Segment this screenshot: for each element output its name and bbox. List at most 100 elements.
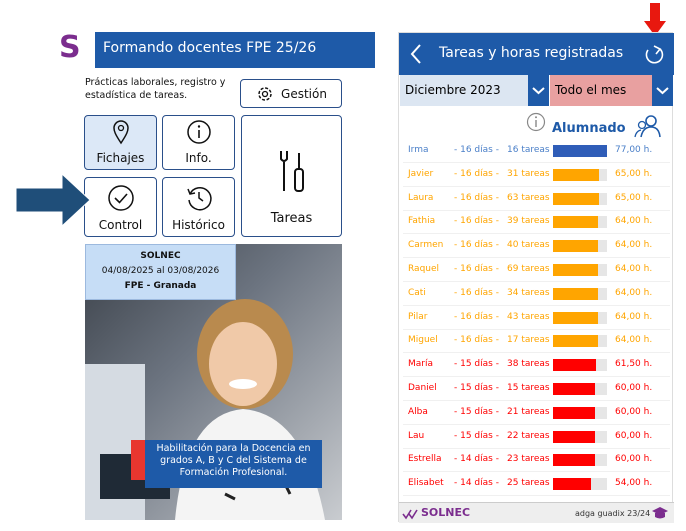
tareas-button[interactable]: Tareas [241, 115, 342, 237]
student-tasks: 23 tareas [507, 454, 550, 465]
period-dropdown[interactable]: Todo el mes [550, 75, 652, 106]
student-tasks: 25 tareas [507, 478, 550, 489]
control-label: Control [98, 218, 143, 232]
student-name: Alba [408, 406, 428, 417]
hours-bar [553, 383, 596, 395]
hours-label: 64,00 h. [615, 335, 653, 346]
red-arrow [644, 3, 666, 36]
student-tasks: 22 tareas [507, 430, 550, 441]
period-chevron[interactable] [652, 75, 673, 106]
student-days: - 16 días - [454, 264, 499, 274]
student-days: - 15 días - [454, 359, 499, 370]
hours-label: 61,50 h. [615, 359, 653, 370]
right-screen: Tareas y horas registradas Diciembre 202… [398, 32, 674, 523]
gestion-button[interactable]: Gestión [240, 79, 342, 108]
refresh-icon[interactable] [642, 43, 666, 67]
hours-bar [553, 240, 598, 253]
fichajes-button[interactable]: Fichajes [84, 115, 157, 170]
student-name: Fathia [408, 216, 436, 227]
student-days: - 14 días - [454, 478, 499, 489]
row-divider [403, 209, 670, 211]
hours-bar [553, 287, 598, 300]
student-name: Cati [408, 287, 426, 298]
card-place: FPE - Granada [124, 281, 197, 291]
student-tasks: 43 tareas [507, 311, 550, 322]
hours-bar [553, 311, 598, 324]
historico-label: Histórico [172, 218, 225, 232]
row-divider [403, 328, 670, 330]
hours-bar [553, 335, 598, 348]
hours-label: 60,00 h. [615, 383, 653, 393]
caption: Habilitación para la Docencia en grados … [145, 440, 322, 488]
student-days: - 16 días - [454, 287, 499, 298]
student-days: - 15 días - [454, 383, 499, 393]
student-name: María [408, 359, 433, 370]
hours-label: 64,00 h. [615, 311, 653, 322]
hours-bar [553, 168, 599, 181]
student-name: Miguel [408, 335, 438, 346]
student-tasks: 31 tareas [507, 168, 550, 179]
student-name: Elisabet [408, 478, 444, 489]
fichajes-label: Fichajes [96, 151, 145, 165]
hours-label: 64,00 h. [615, 216, 653, 227]
student-name: Raquel [408, 264, 440, 274]
student-name: Javier [408, 168, 434, 179]
student-days: - 16 días - [454, 192, 499, 203]
student-name: Pilar [408, 311, 428, 322]
hours-label: 60,00 h. [615, 430, 653, 441]
student-tasks: 16 tareas [507, 145, 550, 155]
info-card: SOLNEC 04/08/2025 al 03/08/2026 FPE - Gr… [85, 244, 236, 300]
month-chevron[interactable] [528, 75, 549, 106]
row-divider [403, 281, 670, 282]
footer: SOLNEC adga guadix 23/24 [399, 502, 674, 523]
graduation-icon [652, 507, 668, 519]
hours-label: 54,00 h. [615, 478, 653, 489]
student-tasks: 40 tareas [507, 240, 550, 251]
info-icon[interactable] [526, 112, 546, 132]
hours-bar [553, 192, 599, 205]
hours-bar [553, 359, 597, 372]
student-tasks: 39 tareas [507, 216, 550, 227]
control-button[interactable]: Control [84, 177, 157, 237]
row-divider [403, 304, 670, 306]
info-label: Info. [185, 151, 212, 165]
hours-bar [553, 430, 596, 443]
group-icon[interactable] [634, 113, 662, 139]
student-name: Irma [408, 145, 429, 155]
row-divider [403, 162, 670, 163]
back-icon[interactable] [409, 43, 423, 65]
student-tasks: 38 tareas [507, 359, 550, 370]
student-tasks: 15 tareas [507, 383, 550, 393]
row-divider [403, 233, 670, 235]
student-days: - 16 días - [454, 335, 499, 346]
row-divider [403, 185, 670, 187]
header-bar: Formando docentes FPE 25/26 [95, 32, 375, 68]
hours-label: 77,00 h. [615, 145, 653, 155]
month-dropdown[interactable]: Diciembre 2023 [400, 75, 528, 106]
student-name: Daniel [408, 383, 437, 393]
caption-tab [131, 440, 145, 480]
student-name: Estrella [408, 454, 442, 465]
hours-bar [553, 264, 598, 276]
student-days: - 16 días - [454, 311, 499, 322]
row-divider [403, 376, 670, 378]
student-name: Lau [408, 430, 425, 441]
student-tasks: 34 tareas [507, 287, 550, 298]
student-days: - 15 días - [454, 430, 499, 441]
card-company: SOLNEC [140, 251, 181, 261]
info-button[interactable]: Info. [162, 115, 235, 170]
hours-label: 64,00 h. [615, 240, 653, 251]
student-days: - 16 días - [454, 168, 499, 179]
hours-bar [553, 454, 596, 467]
student-tasks: 63 tareas [507, 192, 550, 203]
student-tasks: 69 tareas [507, 264, 550, 274]
header-bar: Tareas y horas registradas [399, 33, 674, 75]
student-days: - 14 días - [454, 454, 499, 465]
student-days: - 16 días - [454, 240, 499, 251]
student-name: Laura [408, 192, 434, 203]
hours-label: 60,00 h. [615, 406, 653, 417]
student-name: Carmen [408, 240, 444, 251]
historico-button[interactable]: Histórico [162, 177, 235, 237]
row-divider [403, 471, 670, 473]
hours-bar [553, 145, 607, 157]
